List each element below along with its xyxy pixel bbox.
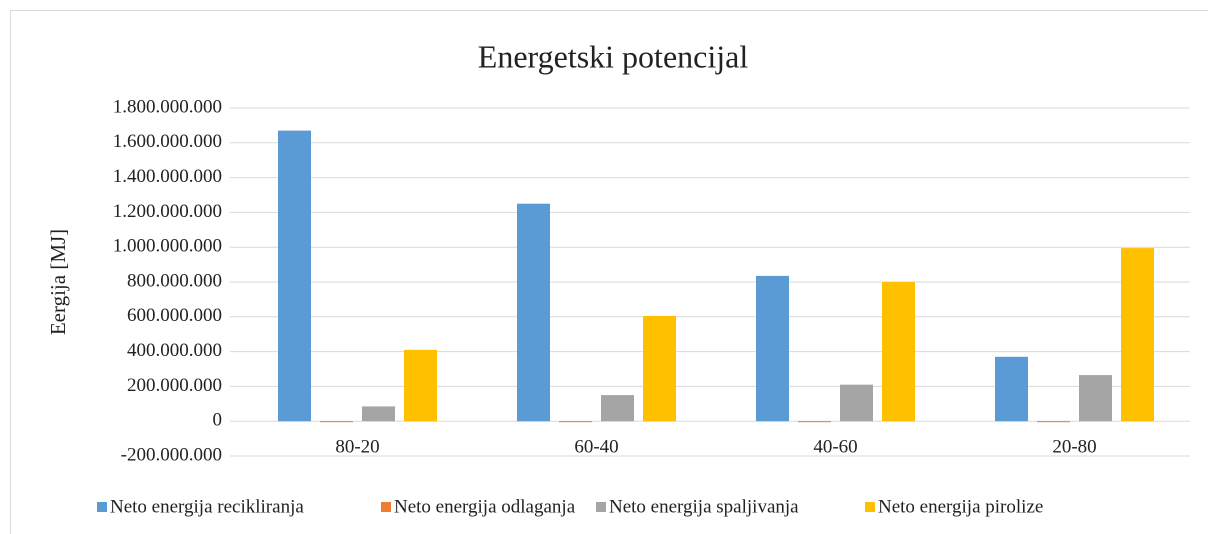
- bar: [756, 275, 789, 422]
- chart-border: [10, 10, 1208, 534]
- legend-swatch: [596, 502, 606, 512]
- legend-label: Neto energija spaljivanja: [609, 496, 799, 517]
- y-tick-label: 800.000.000: [127, 270, 222, 291]
- bar: [840, 384, 873, 422]
- y-axis-label: Eergija [MJ]: [46, 229, 70, 335]
- chart-title: Energetski potencijal: [478, 38, 749, 74]
- bar: [559, 421, 592, 423]
- y-tick-label: 600.000.000: [127, 305, 222, 326]
- bar: [882, 282, 915, 422]
- legend-label: Neto energija odlaganja: [394, 496, 576, 517]
- y-tick-label: 1.600.000.000: [113, 131, 222, 152]
- x-tick-label: 80-20: [335, 436, 379, 457]
- legend-swatch: [381, 502, 391, 512]
- y-tick-label: 1.400.000.000: [113, 166, 222, 187]
- legend-label: Neto energija pirolize: [878, 496, 1043, 517]
- x-tick-label: 40-60: [813, 436, 857, 457]
- bar: [1037, 421, 1070, 423]
- y-tick-label: 1.200.000.000: [113, 201, 222, 222]
- bar: [995, 356, 1028, 422]
- y-tick-label: 200.000.000: [127, 375, 222, 396]
- bar: [643, 315, 676, 422]
- y-tick-label: -200.000.000: [121, 444, 222, 465]
- legend-swatch: [865, 502, 875, 512]
- y-tick-label: 1.800.000.000: [113, 96, 222, 117]
- bar: [517, 203, 550, 422]
- x-tick-label: 60-40: [574, 436, 618, 457]
- bar: [278, 130, 311, 422]
- y-tick-label: 1.000.000.000: [113, 236, 222, 257]
- bar: [362, 406, 395, 422]
- y-tick-label: 400.000.000: [127, 340, 222, 361]
- bar: [320, 421, 353, 423]
- bar: [1121, 248, 1154, 422]
- bar: [1079, 375, 1112, 422]
- x-tick-label: 20-80: [1052, 436, 1096, 457]
- legend-label: Neto energija recikliranja: [110, 496, 304, 517]
- bar: [404, 349, 437, 422]
- legend-swatch: [97, 502, 107, 512]
- bar: [601, 395, 634, 422]
- bar: [798, 421, 831, 423]
- y-tick-label: 0: [213, 410, 223, 431]
